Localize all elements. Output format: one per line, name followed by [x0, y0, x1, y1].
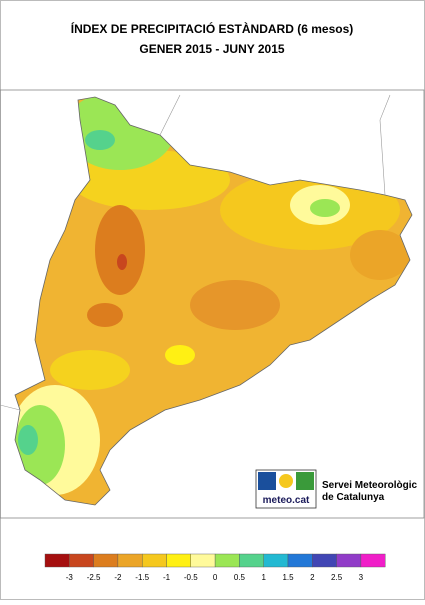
title: ÍNDEX DE PRECIPITACIÓ ESTÀNDARD (6 mesos…: [71, 21, 354, 36]
legend: -3 -2.5 -2 -1.5 -1 -0.5 0 0.5 1 1.5 2 2.5 3: [44, 553, 386, 582]
legend-swatch: [141, 553, 167, 568]
legend-tick-label: 0: [213, 573, 218, 582]
borders: [0, 94, 391, 411]
logo: meteo.cat Servei Meteorològic de Catalun…: [255, 469, 417, 509]
legend-tick-label: 1.5: [282, 573, 294, 582]
legend-tick-label: 3: [359, 573, 364, 582]
legend-swatch: [263, 553, 289, 568]
logo-brand: meteo.cat: [263, 495, 310, 506]
logo-line: de Catalunya: [322, 492, 385, 503]
legend-swatch: [166, 553, 191, 568]
legend-tick-label: -2.5: [87, 573, 101, 582]
legend-tick-label: -2: [114, 573, 122, 582]
legend-tick-label: -1.5: [135, 573, 149, 582]
legend-tick-label: -0.5: [184, 573, 198, 582]
legend-swatch: [287, 553, 313, 568]
legend-tick-label: 1: [261, 573, 266, 582]
map-frame: [0, 89, 425, 519]
legend-swatch: [117, 553, 143, 568]
legend-swatch: [44, 553, 70, 568]
legend-swatch: [190, 553, 216, 568]
legend-tick-label: 0.5: [234, 573, 246, 582]
legend-swatch: [69, 553, 94, 568]
legend-swatch: [239, 553, 264, 568]
legend-tick-label: -1: [163, 573, 171, 582]
legend-swatch: [360, 553, 386, 568]
legend-swatch: [214, 553, 240, 568]
legend-swatch: [312, 553, 337, 568]
subtitle: GENER 2015 - JUNY 2015: [139, 42, 285, 56]
legend-swatch: [336, 553, 362, 568]
logo-line: Servei Meteorològic: [322, 480, 417, 491]
legend-swatch: [93, 553, 119, 568]
legend-tick-label: 2: [310, 573, 315, 582]
legend-tick-label: 2.5: [331, 573, 343, 582]
legend-tick-label: -3: [66, 573, 74, 582]
outline: [14, 96, 413, 506]
